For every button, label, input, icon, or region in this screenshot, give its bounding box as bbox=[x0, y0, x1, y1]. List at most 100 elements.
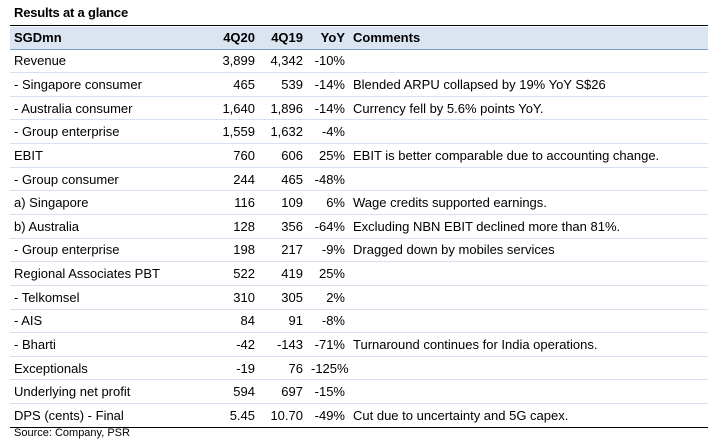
value-yoy: 2% bbox=[307, 285, 349, 310]
value-yoy: 25% bbox=[307, 143, 349, 168]
value-yoy: -71% bbox=[307, 332, 349, 357]
value-4q19: 465 bbox=[259, 167, 307, 192]
table-row: Exceptionals -19 76 -125% bbox=[10, 356, 708, 381]
value-4q20: 465 bbox=[193, 72, 259, 97]
table-row: Underlying net profit 594 697 -15% bbox=[10, 379, 708, 405]
value-yoy: -9% bbox=[307, 238, 349, 263]
value-4q19: 4,342 bbox=[259, 49, 307, 74]
table-row: - Singapore consumer 465 539 -14% Blended AR… bbox=[10, 72, 708, 97]
row-label: Exceptionals bbox=[10, 356, 193, 381]
value-4q19: -143 bbox=[259, 332, 307, 357]
comment bbox=[349, 49, 708, 74]
value-4q20: 116 bbox=[193, 190, 259, 215]
value-4q20: 310 bbox=[193, 285, 259, 310]
value-yoy: 25% bbox=[307, 261, 349, 286]
row-label: Regional Associates PBT bbox=[10, 261, 193, 286]
value-4q20: 5.45 bbox=[193, 403, 259, 428]
comment bbox=[349, 119, 708, 145]
row-label: DPS (cents) - Final bbox=[10, 403, 193, 428]
column-header-sgdmn: SGDmn bbox=[10, 27, 193, 50]
value-4q20: 1,640 bbox=[193, 96, 259, 121]
comment: Currency fell by 5.6% points YoY. bbox=[349, 96, 708, 121]
value-yoy: -14% bbox=[307, 72, 349, 97]
row-label: - AIS bbox=[10, 309, 193, 334]
row-label: - Group enterprise bbox=[10, 119, 193, 145]
value-4q19: 305 bbox=[259, 285, 307, 310]
table-row: Regional Associates PBT 522 419 25% bbox=[10, 261, 708, 286]
value-4q20: 594 bbox=[193, 379, 259, 405]
table-row: - Group enterprise 1,559 1,632 -4% bbox=[10, 119, 708, 145]
value-4q20: 198 bbox=[193, 238, 259, 263]
value-4q19: 91 bbox=[259, 309, 307, 334]
table-row: - Telkomsel 310 305 2% bbox=[10, 285, 708, 310]
row-label: EBIT bbox=[10, 143, 193, 168]
comment: Blended ARPU collapsed by 19% YoY S$26 bbox=[349, 72, 708, 97]
value-yoy: -125% bbox=[307, 356, 349, 381]
row-label: - Group enterprise bbox=[10, 238, 193, 263]
value-4q20: 128 bbox=[193, 214, 259, 239]
table-header-row: SGDmn 4Q20 4Q19 YoY Comments bbox=[10, 27, 708, 50]
value-yoy: -48% bbox=[307, 167, 349, 192]
row-label: Revenue bbox=[10, 49, 193, 74]
value-yoy: -15% bbox=[307, 379, 349, 405]
source-note: Source: Company, PSR bbox=[14, 427, 130, 439]
comment: Turnaround continues for India operation… bbox=[349, 332, 708, 357]
value-4q19: 606 bbox=[259, 143, 307, 168]
value-yoy: -14% bbox=[307, 96, 349, 121]
value-4q20: 760 bbox=[193, 143, 259, 168]
column-header-comments: Comments bbox=[349, 27, 708, 50]
comment: Dragged down by mobiles services bbox=[349, 238, 708, 263]
value-4q20: -19 bbox=[193, 356, 259, 381]
title-divider bbox=[10, 25, 708, 26]
column-header-4q19: 4Q19 bbox=[259, 27, 307, 50]
value-4q19: 419 bbox=[259, 261, 307, 286]
value-yoy: -10% bbox=[307, 49, 349, 74]
value-4q19: 109 bbox=[259, 190, 307, 215]
column-header-4q20: 4Q20 bbox=[193, 27, 259, 50]
value-yoy: -64% bbox=[307, 214, 349, 239]
value-4q20: -42 bbox=[193, 332, 259, 357]
row-label: a) Singapore bbox=[10, 190, 193, 215]
value-yoy: 6% bbox=[307, 190, 349, 215]
value-4q19: 697 bbox=[259, 379, 307, 405]
comment bbox=[349, 261, 708, 286]
value-4q20: 3,899 bbox=[193, 49, 259, 74]
row-label: Underlying net profit bbox=[10, 379, 193, 405]
table-row: - Bharti -42 -143 -71% Turnaround continues … bbox=[10, 332, 708, 357]
comment: Cut due to uncertainty and 5G capex. bbox=[349, 403, 708, 428]
column-header-yoy: YoY bbox=[307, 27, 349, 50]
results-table: SGDmn 4Q20 4Q19 YoY Comments Revenue 3,89… bbox=[10, 27, 708, 428]
value-yoy: -49% bbox=[307, 403, 349, 428]
table-row: - Group enterprise 198 217 -9% Dragged down … bbox=[10, 238, 708, 263]
comment: Excluding NBN EBIT declined more than 81… bbox=[349, 214, 708, 239]
row-label: - Bharti bbox=[10, 332, 193, 357]
row-label: - Group consumer bbox=[10, 167, 193, 192]
table-title: Results at a glance bbox=[14, 5, 128, 20]
comment: EBIT is better comparable due to account… bbox=[349, 143, 708, 168]
table-row: - Australia consumer 1,640 1,896 -14% Curren… bbox=[10, 96, 708, 121]
comment bbox=[349, 356, 708, 381]
table-row: b) Australia 128 356 -64% Excluding NBN EBIT… bbox=[10, 214, 708, 239]
comment bbox=[349, 167, 708, 192]
value-4q20: 522 bbox=[193, 261, 259, 286]
value-4q20: 84 bbox=[193, 309, 259, 334]
table-row: a) Singapore 116 109 6% Wage credits support… bbox=[10, 190, 708, 215]
table-row: EBIT 760 606 25% EBIT is better comparable d… bbox=[10, 143, 708, 168]
row-label: - Singapore consumer bbox=[10, 72, 193, 97]
comment bbox=[349, 379, 708, 405]
comment bbox=[349, 309, 708, 334]
value-yoy: -4% bbox=[307, 119, 349, 145]
value-4q19: 217 bbox=[259, 238, 307, 263]
value-4q19: 356 bbox=[259, 214, 307, 239]
value-4q19: 1,896 bbox=[259, 96, 307, 121]
row-label: - Australia consumer bbox=[10, 96, 193, 121]
value-4q20: 244 bbox=[193, 167, 259, 192]
value-4q20: 1,559 bbox=[193, 119, 259, 145]
table-row: DPS (cents) - Final 5.45 10.70 -49% Cut due … bbox=[10, 403, 708, 428]
row-label: - Telkomsel bbox=[10, 285, 193, 310]
value-4q19: 539 bbox=[259, 72, 307, 97]
comment bbox=[349, 285, 708, 310]
value-4q19: 10.70 bbox=[259, 403, 307, 428]
value-4q19: 1,632 bbox=[259, 119, 307, 145]
value-4q19: 76 bbox=[259, 356, 307, 381]
